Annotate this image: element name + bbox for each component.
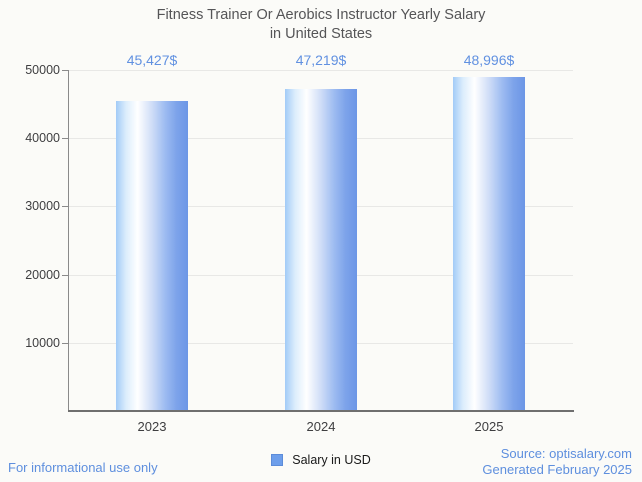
bar-2024[interactable] (285, 89, 357, 410)
bar-value-label: 47,219$ (295, 52, 347, 68)
x-axis-line (68, 410, 574, 412)
y-axis-line (68, 70, 69, 411)
y-axis-label: 40000 (25, 131, 60, 145)
chart-title-line1: Fitness Trainer Or Aerobics Instructor Y… (156, 7, 486, 23)
gridline (68, 70, 573, 71)
x-axis-label: 2025 (474, 419, 504, 434)
legend-label: Salary in USD (292, 453, 371, 467)
legend: Salary in USD (0, 453, 642, 467)
x-axis-label: 2023 (137, 419, 167, 434)
y-axis-label: 10000 (25, 336, 60, 350)
legend-swatch-icon (271, 454, 284, 466)
source-line: Source: optisalary.com (500, 446, 632, 461)
y-axis-tick (62, 275, 68, 276)
footer-disclaimer: For informational use only (8, 460, 158, 475)
y-axis-tick (62, 70, 68, 71)
footer-source: Source: optisalary.com Generated Februar… (482, 446, 632, 478)
y-axis-label: 30000 (25, 199, 60, 213)
y-axis-tick (62, 343, 68, 344)
x-axis-label: 2024 (306, 419, 336, 434)
bar-value-label: 48,996$ (463, 52, 515, 68)
y-axis-tick (62, 138, 68, 139)
generated-line: Generated February 2025 (482, 462, 632, 477)
y-axis-label: 20000 (25, 268, 60, 282)
y-axis-tick (62, 206, 68, 207)
chart-title-line2: in United States (269, 26, 373, 42)
y-axis-label: 50000 (25, 63, 60, 77)
bar-2023[interactable] (116, 101, 188, 410)
bar-value-label: 45,427$ (126, 52, 178, 68)
bar-2025[interactable] (453, 77, 525, 410)
chart-title: Fitness Trainer Or Aerobics Instructor Y… (0, 6, 642, 44)
